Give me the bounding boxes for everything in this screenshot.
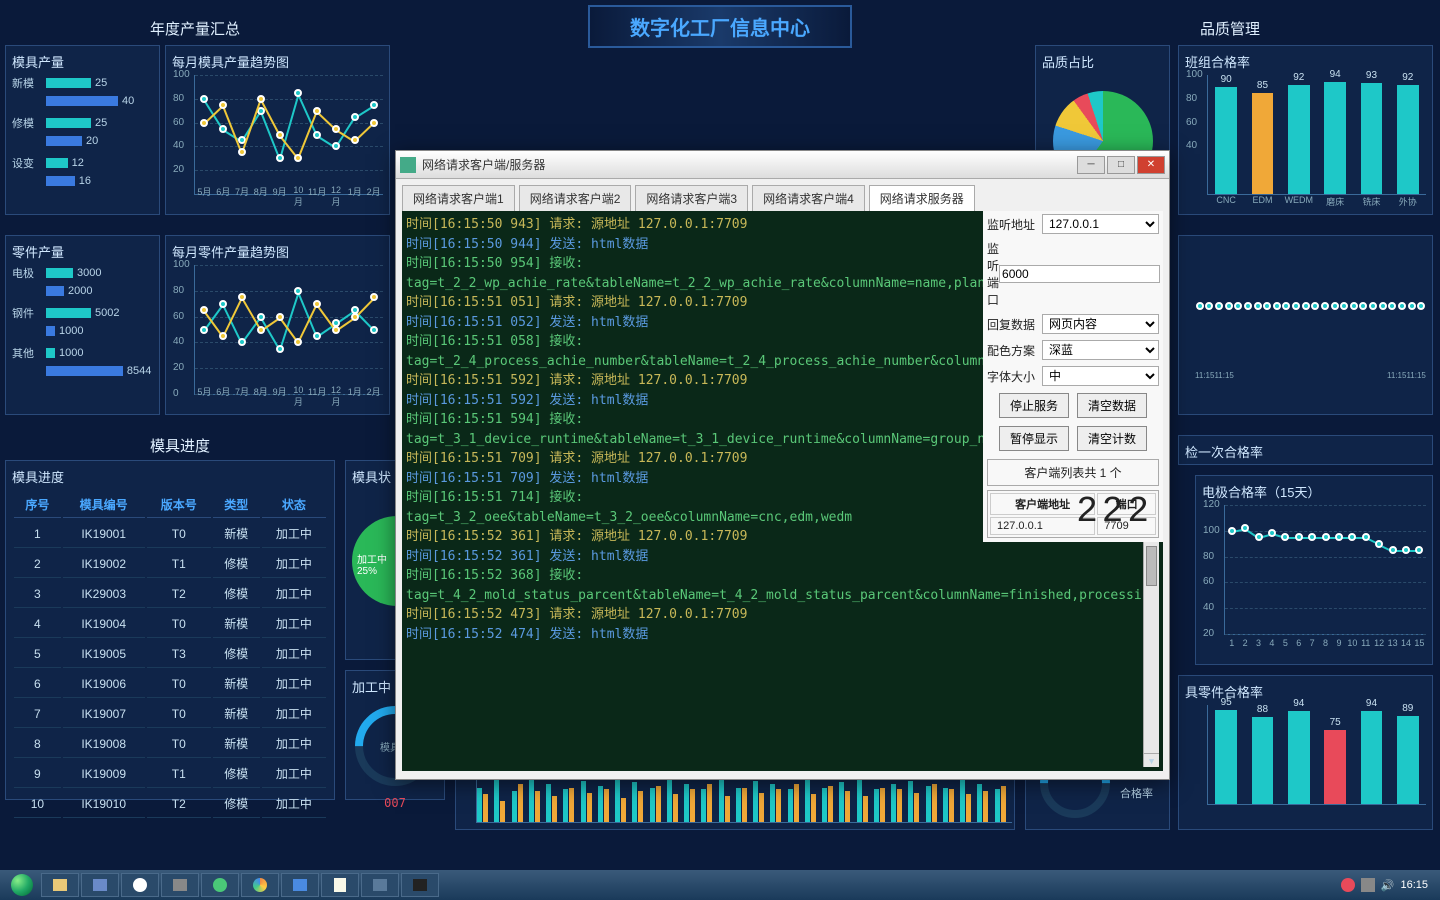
- counter-display: 222: [1076, 491, 1153, 532]
- task-chrome[interactable]: [241, 873, 279, 897]
- panel-title: 模具产量: [12, 52, 153, 71]
- panel-mold-progress: 模具进度 序号模具编号版本号类型状态1IK19001T0新模加工中2IK1900…: [5, 460, 335, 800]
- listen-port-input[interactable]: [999, 265, 1160, 283]
- task-cmd[interactable]: [401, 873, 439, 897]
- panel-title: 检一次合格率: [1185, 442, 1426, 461]
- task-explorer[interactable]: [41, 873, 79, 897]
- table-row[interactable]: 2IK19002T1修模加工中: [14, 550, 326, 578]
- volume-icon[interactable]: 🔊: [1381, 879, 1395, 892]
- tab-3[interactable]: 网络请求客户端4: [752, 185, 865, 211]
- table-row[interactable]: 8IK19008T0新模加工中: [14, 730, 326, 758]
- minimize-button[interactable]: ─: [1077, 156, 1105, 174]
- table-row[interactable]: 5IK19005T3修模加工中: [14, 640, 326, 668]
- table-row[interactable]: 6IK19006T0新模加工中: [14, 670, 326, 698]
- tab-2[interactable]: 网络请求客户端3: [635, 185, 748, 211]
- panel-dot-row: 11:1511:1511:1511:15: [1178, 235, 1433, 415]
- close-button[interactable]: ✕: [1137, 156, 1165, 174]
- panel-title: 零件产量: [12, 242, 153, 261]
- start-button[interactable]: [4, 872, 40, 898]
- app-icon: [400, 157, 416, 173]
- tray-icon[interactable]: [1341, 878, 1355, 892]
- panel-title: 每月模具产量趋势图: [172, 52, 383, 71]
- gauge-label: 合格率: [1118, 785, 1154, 801]
- panel-part-pass: 具零件合格率 958894759489: [1178, 675, 1433, 830]
- panel-mold-yield: 模具产量 新模25 40修模25 20设变12 16: [5, 45, 160, 215]
- listen-addr-select[interactable]: 127.0.0.1: [1042, 214, 1159, 234]
- side-btn[interactable]: 暂停显示: [999, 426, 1069, 451]
- panel-inspect: 检一次合格率: [1178, 435, 1433, 465]
- side-btn[interactable]: 清空数据: [1077, 393, 1147, 418]
- label-color-scheme: 配色方案: [987, 342, 1042, 359]
- tab-1[interactable]: 网络请求客户端2: [519, 185, 632, 211]
- table-row[interactable]: 3IK29003T2修模加工中: [14, 580, 326, 608]
- dialog-title: 网络请求客户端/服务器: [422, 156, 545, 173]
- panel-title: 品质占比: [1042, 52, 1163, 71]
- section-progress: 模具进度: [150, 435, 210, 456]
- panel-electrode-pass: 电极合格率（15天） 12010080604020123456789101112…: [1195, 475, 1433, 665]
- panel-title: 每月零件产量趋势图: [172, 242, 383, 261]
- task-notepad[interactable]: [321, 873, 359, 897]
- clock[interactable]: 16:15: [1400, 879, 1428, 891]
- task-app1[interactable]: [81, 873, 119, 897]
- client-list-header: 客户端列表共 1 个: [987, 459, 1159, 486]
- reply-data-select[interactable]: 网页内容: [1042, 314, 1159, 334]
- system-tray[interactable]: 🔊 16:15: [1341, 878, 1436, 892]
- page-title: 数字化工厂信息中心: [588, 5, 852, 48]
- dialog-titlebar[interactable]: 网络请求客户端/服务器 ─ □ ✕: [396, 151, 1169, 179]
- tab-4[interactable]: 网络请求服务器: [869, 185, 975, 211]
- section-annual: 年度产量汇总: [150, 18, 240, 39]
- side-panel: 监听地址127.0.0.1 监听端口 回复数据网页内容 配色方案深蓝 字体大小中…: [983, 211, 1163, 542]
- label-reply-data: 回复数据: [987, 316, 1042, 333]
- task-app3[interactable]: [161, 873, 199, 897]
- table-row[interactable]: 1IK19001T0新模加工中: [14, 520, 326, 548]
- tab-0[interactable]: 网络请求客户端1: [402, 185, 515, 211]
- task-app4[interactable]: [201, 873, 239, 897]
- panel-part-trend: 每月零件产量趋势图 1008060402005月6月7月8月9月10月11月12…: [165, 235, 390, 415]
- panel-part-yield: 零件产量 电极3000 2000钢件5002 1000其他1000 8544: [5, 235, 160, 415]
- label-listen-port: 监听端口: [987, 240, 999, 308]
- section-quality: 品质管理: [1200, 18, 1260, 39]
- table-row[interactable]: 9IK19009T1修模加工中: [14, 760, 326, 788]
- taskbar: 🔊 16:15: [0, 870, 1440, 900]
- panel-title: 模具进度: [12, 467, 328, 486]
- task-app6[interactable]: [361, 873, 399, 897]
- mold-progress-table: 序号模具编号版本号类型状态1IK19001T0新模加工中2IK19002T1修模…: [12, 490, 328, 820]
- side-btn[interactable]: 清空计数: [1077, 426, 1147, 451]
- table-row[interactable]: 4IK19004T0新模加工中: [14, 610, 326, 638]
- scrollbar-thumb[interactable]: [1146, 546, 1157, 586]
- panel-title: 班组合格率: [1185, 52, 1426, 71]
- panel-team-pass: 班组合格率 100806040908592949392CNCEDMWEDM磨床铣…: [1178, 45, 1433, 215]
- task-app5[interactable]: [281, 873, 319, 897]
- label-font-size: 字体大小: [987, 368, 1042, 385]
- color-scheme-select[interactable]: 深蓝: [1042, 340, 1159, 360]
- tray-icon[interactable]: [1361, 878, 1375, 892]
- font-size-select[interactable]: 中: [1042, 366, 1159, 386]
- side-btn[interactable]: 停止服务: [999, 393, 1069, 418]
- network-dialog: 网络请求客户端/服务器 ─ □ ✕ 网络请求客户端1网络请求客户端2网络请求客户…: [395, 150, 1170, 780]
- panel-mold-trend: 每月模具产量趋势图 100806040205月6月7月8月9月10月11月12月…: [165, 45, 390, 215]
- task-app2[interactable]: [121, 873, 159, 897]
- panel-title: 电极合格率（15天）: [1202, 482, 1426, 501]
- table-row[interactable]: 10IK19010T2修模加工中: [14, 790, 326, 818]
- maximize-button[interactable]: □: [1107, 156, 1135, 174]
- label-listen-addr: 监听地址: [987, 216, 1042, 233]
- table-row[interactable]: 7IK19007T0新模加工中: [14, 700, 326, 728]
